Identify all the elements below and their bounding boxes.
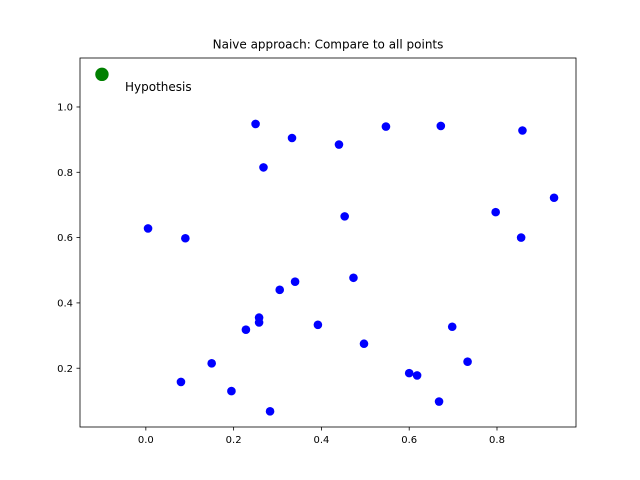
data-points — [143, 119, 559, 416]
data-point-29 — [518, 126, 527, 135]
hypothesis-point — [95, 67, 109, 82]
data-point-25 — [447, 322, 457, 332]
data-point-3 — [176, 377, 186, 387]
data-point-21 — [404, 368, 414, 378]
data-point-28 — [516, 233, 526, 242]
x-tick-label: 0.2 — [226, 435, 242, 446]
y-tick-label: 0.6 — [57, 233, 73, 244]
data-point-12 — [275, 285, 285, 295]
data-point-11 — [265, 407, 275, 416]
data-point-2 — [181, 233, 190, 243]
data-point-30 — [549, 193, 559, 203]
data-point-26 — [463, 357, 472, 366]
data-point-22 — [412, 371, 422, 380]
data-point-5 — [227, 386, 236, 396]
x-tick-label: 0.4 — [313, 435, 329, 446]
x-tick-label: 0.8 — [489, 435, 505, 446]
y-tick-label: 0.2 — [57, 364, 73, 375]
data-point-23 — [434, 397, 444, 406]
data-point-19 — [359, 339, 369, 349]
data-point-4 — [207, 359, 216, 368]
axes: 0.0 0.2 0.4 0.6 0.8 0.2 0.4 0.6 0.8 1.0 — [57, 57, 577, 446]
hypothesis-label: Hypothesis — [125, 80, 192, 94]
data-point-1 — [143, 224, 153, 233]
y-tick-label: 0.8 — [57, 168, 73, 179]
x-tick-label: 0.0 — [138, 435, 154, 446]
data-point-10 — [259, 163, 268, 172]
data-point-27 — [491, 207, 500, 217]
data-point-15 — [313, 320, 323, 330]
chart-title: Naive approach: Compare to all points — [213, 38, 444, 52]
hypothesis-group: Hypothesis — [95, 67, 192, 94]
data-point-16 — [334, 140, 344, 149]
y-tick-label: 0.4 — [57, 299, 73, 310]
data-point-24 — [436, 121, 446, 131]
data-point-13 — [287, 133, 297, 143]
x-tick-label: 0.6 — [401, 435, 417, 446]
axes-frame — [79, 57, 577, 428]
data-point-17 — [340, 212, 349, 221]
data-point-18 — [349, 273, 358, 283]
data-point-9 — [254, 318, 264, 327]
data-point-7 — [251, 119, 260, 129]
data-point-20 — [381, 122, 391, 131]
y-tick-label: 1.0 — [57, 103, 73, 114]
data-point-6 — [241, 325, 251, 334]
data-point-14 — [290, 277, 300, 286]
